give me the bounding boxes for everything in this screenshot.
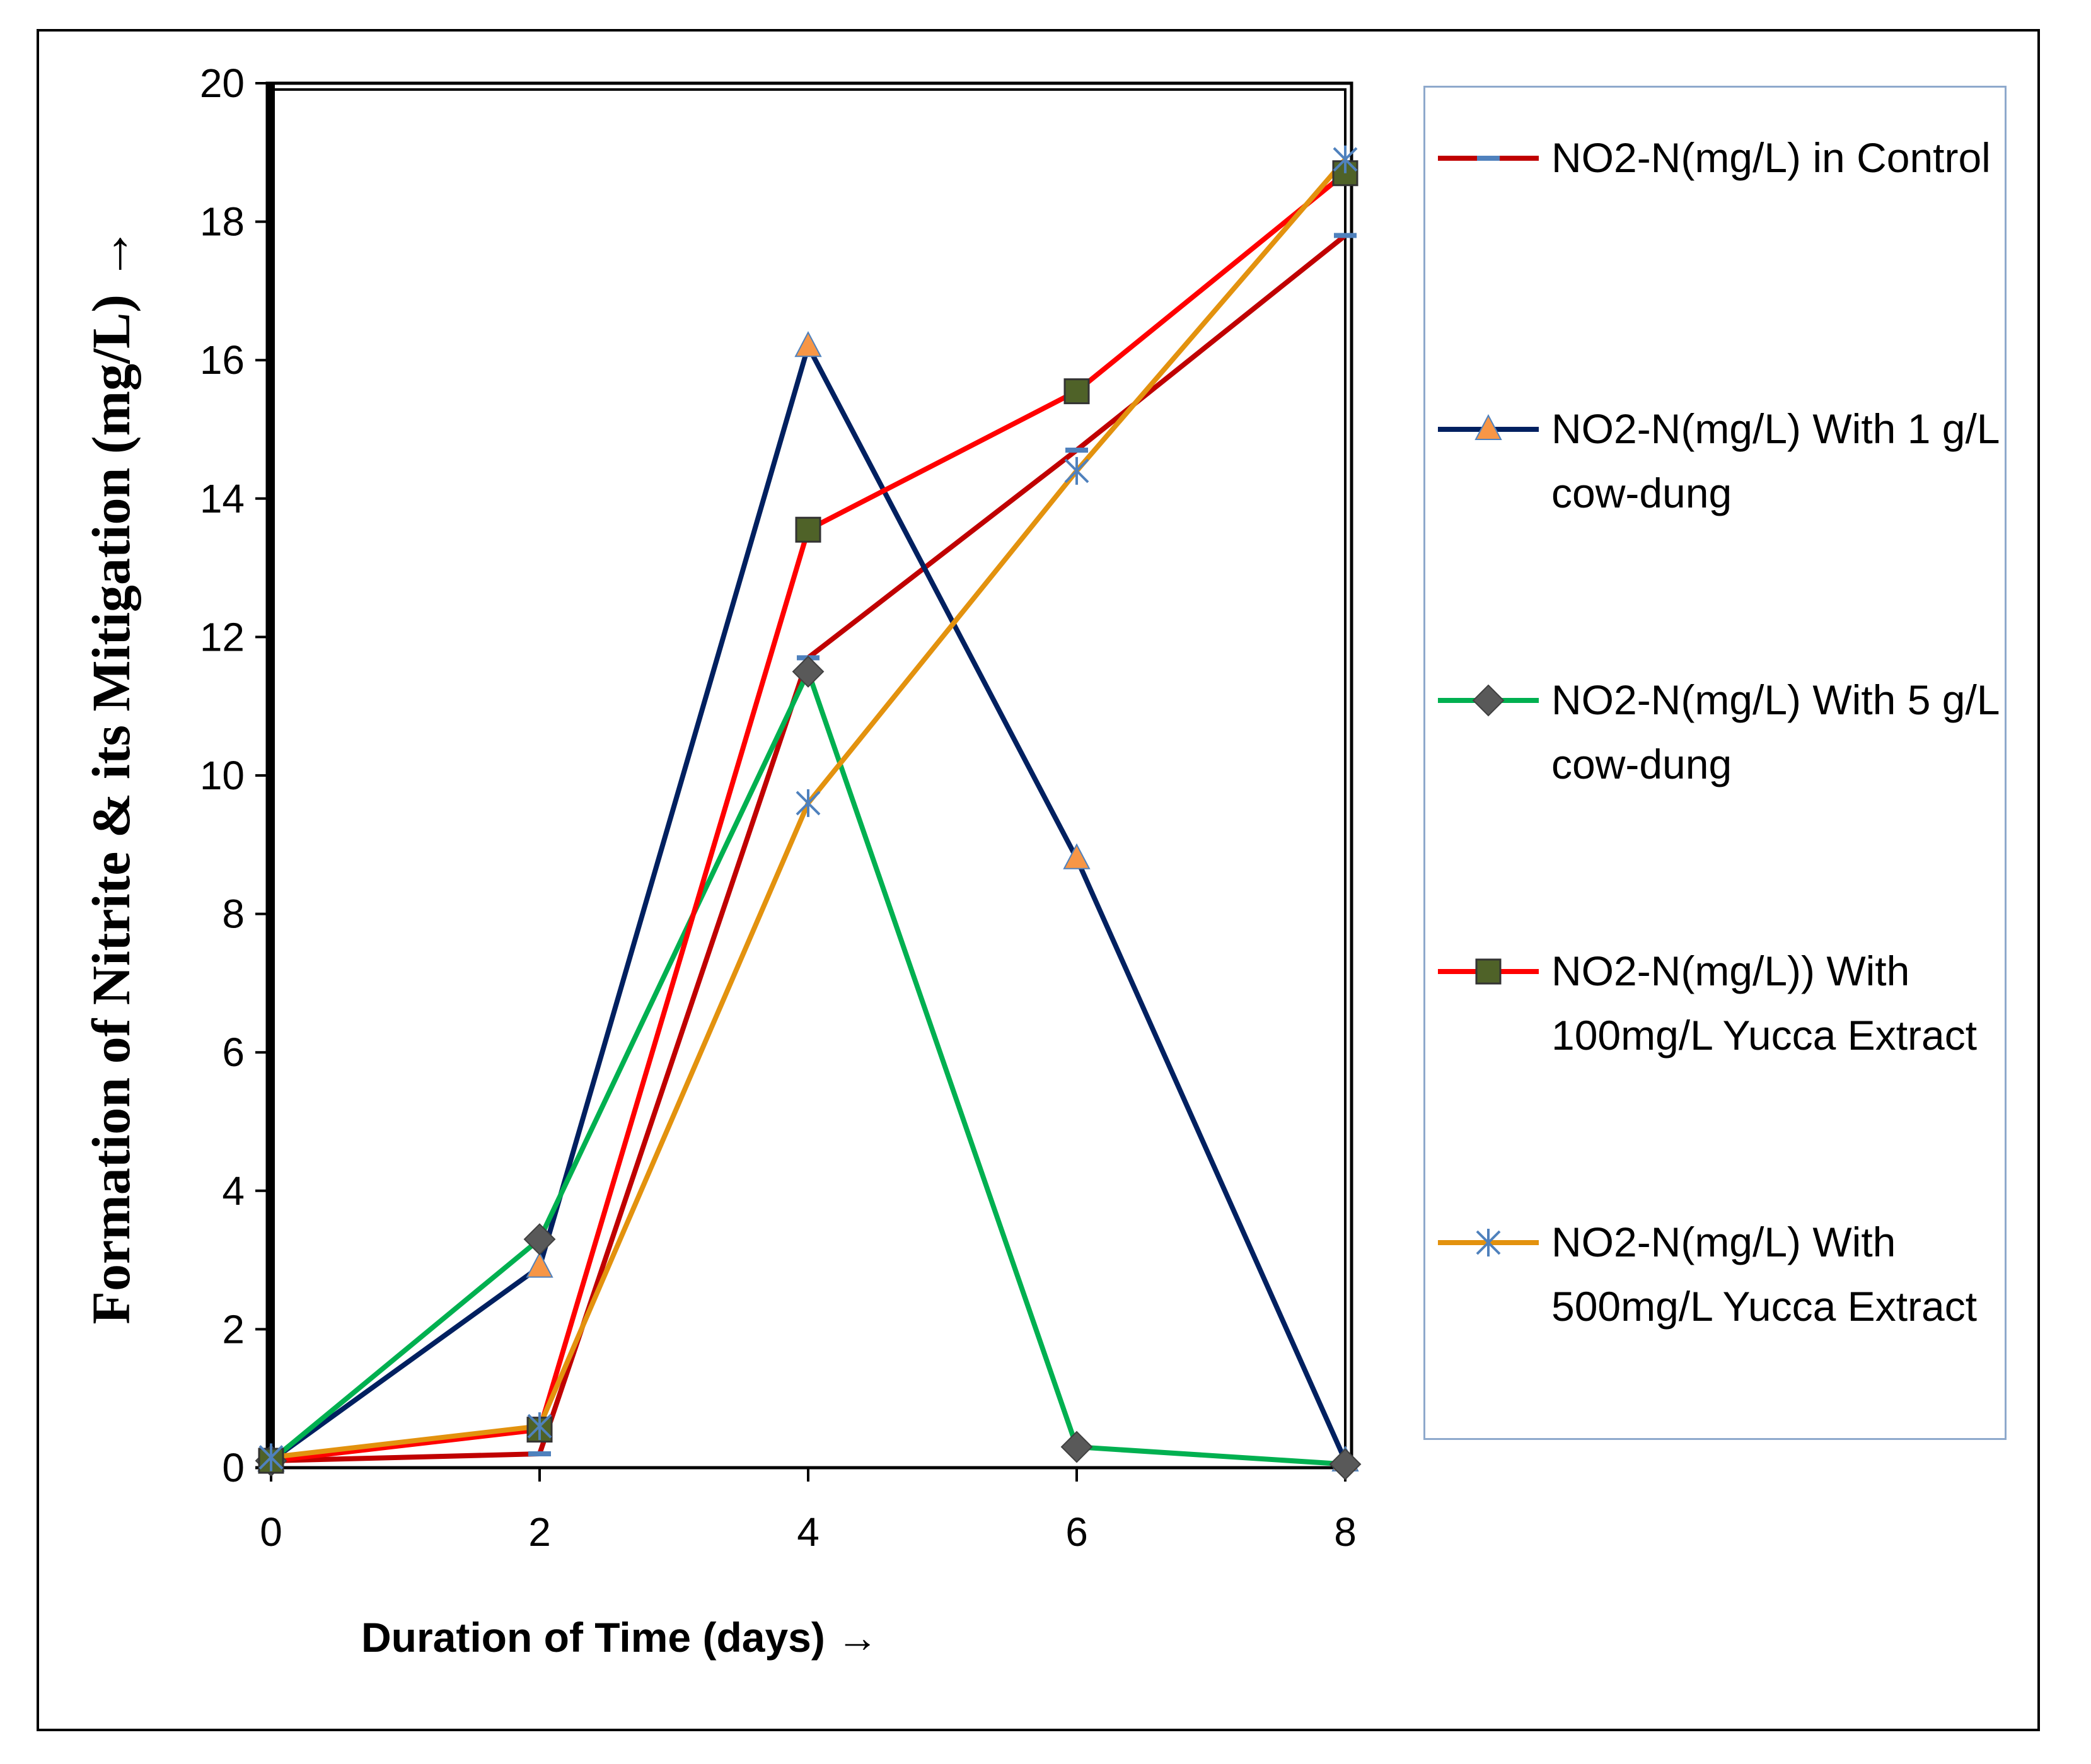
series-4-point <box>1063 378 1090 405</box>
series-5-point <box>1064 456 1089 485</box>
y-tick-label: 2 <box>222 1306 245 1352</box>
x-axis-ticks: 0 2 4 6 8 <box>260 1468 1357 1555</box>
series-3-point <box>792 655 825 688</box>
series-5-point <box>796 789 821 817</box>
x-tick-label: 2 <box>528 1509 551 1555</box>
y-tick-label: 16 <box>200 337 245 383</box>
series-4-point <box>795 516 821 543</box>
series-5-point <box>258 1443 284 1471</box>
y-tick-label: 0 <box>222 1445 245 1490</box>
y-tick-label: 20 <box>200 61 245 106</box>
legend-label: NO2-N(mg/L) With 500mg/L Yucca Extract <box>1551 1219 1978 1330</box>
legend-label: NO2-N(mg/L) With 1 g/L cow-dung <box>1551 405 1999 516</box>
legend-marker-shape <box>1476 1229 1501 1256</box>
series-3-point <box>1329 1448 1362 1480</box>
series-3-point <box>1060 1430 1093 1463</box>
y-tick-label: 12 <box>200 614 245 659</box>
y-tick-label: 6 <box>222 1030 245 1075</box>
series-2-point <box>1063 843 1091 869</box>
legend-marker <box>1476 1229 1501 1256</box>
figure-frame <box>37 29 2040 1731</box>
legend-marker <box>1472 684 1505 717</box>
series-3-point <box>523 1223 556 1256</box>
y-axis-title: Formation of Nitrite & its Mitigation (m… <box>81 226 141 1324</box>
legend-marker-shape <box>1474 414 1502 440</box>
y-tick-label: 8 <box>222 891 245 937</box>
series-5-point <box>1333 145 1358 173</box>
legend-marker-shape <box>1472 684 1505 717</box>
legend-marker <box>1474 414 1502 440</box>
y-tick-label: 18 <box>200 199 245 245</box>
y-tick-label: 10 <box>200 753 245 798</box>
x-tick-label: 8 <box>1334 1509 1357 1555</box>
series-2-point <box>526 1251 553 1278</box>
plot-area <box>265 81 1353 1470</box>
legend-label: NO2-N(mg/L) With 5 g/L cow-dung <box>1551 676 1999 787</box>
legend-label: NO2-N(mg/L) in Control <box>1551 134 1991 181</box>
x-axis-title: Duration of Time (days) → <box>361 1614 878 1661</box>
x-tick-label: 6 <box>1065 1509 1088 1555</box>
legend-marker <box>1477 156 1500 161</box>
series-line-2 <box>269 344 1348 1463</box>
y-tick-label: 14 <box>200 476 245 521</box>
legend: NO2-N(mg/L) in Control NO2-N(mg/L) With 1… <box>1423 86 2007 1440</box>
series-line-1 <box>270 233 1347 1464</box>
legend-marker <box>1475 958 1502 985</box>
plot-border-inner <box>272 88 1347 1469</box>
y-axis-ticks: 0 2 4 6 8 10 12 14 16 18 20 <box>200 61 271 1490</box>
x-tick-label: 4 <box>797 1509 820 1555</box>
y-tick-label: 4 <box>222 1168 245 1214</box>
series-markers <box>255 145 1362 1480</box>
series-2-point <box>794 331 822 357</box>
legend-label: NO2-N(mg/L)) With 100mg/L Yucca Extract <box>1551 948 1978 1059</box>
plot-border-outer <box>265 81 1353 1470</box>
series-5-point <box>527 1412 552 1441</box>
legend-marker-shape <box>1475 958 1502 985</box>
x-tick-label: 0 <box>260 1509 282 1555</box>
